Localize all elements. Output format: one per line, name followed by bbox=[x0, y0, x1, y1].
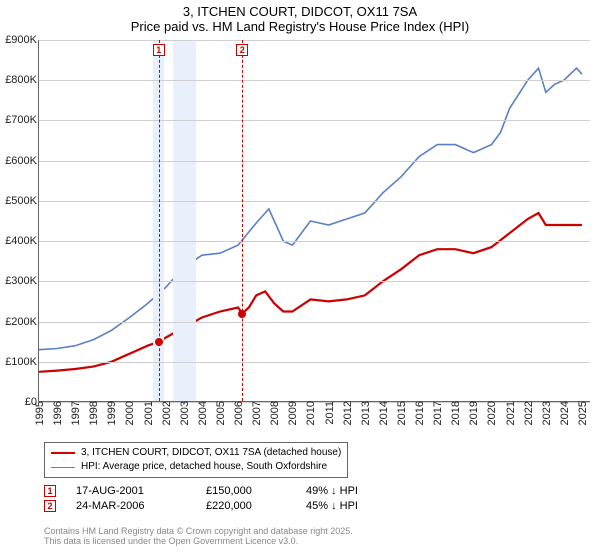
legend-box: 3, ITCHEN COURT, DIDCOT, OX11 7SA (detac… bbox=[44, 442, 348, 478]
chart-lines bbox=[39, 40, 591, 402]
y-tick-label: £200K bbox=[5, 316, 39, 328]
x-tick-label: 1995 bbox=[32, 401, 46, 425]
sale-vline bbox=[242, 40, 243, 401]
y-gridline bbox=[39, 161, 590, 162]
x-tick-label: 1997 bbox=[68, 401, 82, 425]
shaded-band bbox=[173, 40, 197, 401]
x-tick-label: 2025 bbox=[575, 401, 589, 425]
sale-row: 1 17-AUG-2001 £150,000 49% ↓ HPI bbox=[44, 485, 358, 497]
y-gridline bbox=[39, 281, 590, 282]
y-gridline bbox=[39, 80, 590, 81]
x-tick-label: 2022 bbox=[521, 401, 535, 425]
x-tick-label: 2017 bbox=[430, 401, 444, 425]
sale-row-price: £220,000 bbox=[206, 500, 286, 512]
x-tick-label: 2005 bbox=[213, 401, 227, 425]
sale-row-delta: 45% ↓ HPI bbox=[306, 500, 358, 512]
license-line1: Contains HM Land Registry data © Crown c… bbox=[44, 526, 353, 536]
y-tick-label: £400K bbox=[5, 235, 39, 247]
sale-row-delta: 49% ↓ HPI bbox=[306, 485, 358, 497]
x-tick-label: 2012 bbox=[340, 401, 354, 425]
sale-row-price: £150,000 bbox=[206, 485, 286, 497]
legend-item: 3, ITCHEN COURT, DIDCOT, OX11 7SA (detac… bbox=[51, 446, 341, 460]
x-tick-label: 2015 bbox=[394, 401, 408, 425]
x-tick-label: 2003 bbox=[177, 401, 191, 425]
x-tick-label: 2002 bbox=[159, 401, 173, 425]
x-tick-label: 2006 bbox=[231, 401, 245, 425]
x-tick-label: 2013 bbox=[358, 401, 372, 425]
x-tick-label: 2014 bbox=[376, 401, 390, 425]
x-tick-label: 2016 bbox=[412, 401, 426, 425]
series-hpi bbox=[39, 68, 582, 350]
x-tick-label: 2004 bbox=[195, 401, 209, 425]
x-tick-label: 2019 bbox=[466, 401, 480, 425]
sale-row-date: 17-AUG-2001 bbox=[76, 485, 186, 497]
series-price_paid bbox=[39, 213, 582, 372]
y-tick-label: £500K bbox=[5, 195, 39, 207]
title-line2: Price paid vs. HM Land Registry's House … bbox=[0, 19, 600, 34]
sale-row-index: 2 bbox=[44, 500, 56, 512]
legend-swatch bbox=[51, 467, 75, 468]
x-tick-label: 1999 bbox=[104, 401, 118, 425]
x-tick-label: 2020 bbox=[484, 401, 498, 425]
legend-swatch bbox=[51, 452, 75, 454]
sale-row-index: 1 bbox=[44, 485, 56, 497]
title-line1: 3, ITCHEN COURT, DIDCOT, OX11 7SA bbox=[0, 4, 600, 19]
sales-table: 1 17-AUG-2001 £150,000 49% ↓ HPI 2 24-MAR-200… bbox=[44, 485, 358, 515]
x-tick-label: 2021 bbox=[503, 401, 517, 425]
y-tick-label: £800K bbox=[5, 74, 39, 86]
y-gridline bbox=[39, 201, 590, 202]
license-text: Contains HM Land Registry data © Crown c… bbox=[44, 526, 353, 546]
license-line2: This data is licensed under the Open Gov… bbox=[44, 536, 353, 546]
sale-row-date: 24-MAR-2006 bbox=[76, 500, 186, 512]
y-gridline bbox=[39, 241, 590, 242]
x-tick-label: 2011 bbox=[322, 401, 336, 425]
legend-item: HPI: Average price, detached house, Sout… bbox=[51, 460, 341, 474]
sale-row: 2 24-MAR-2006 £220,000 45% ↓ HPI bbox=[44, 500, 358, 512]
x-tick-label: 2010 bbox=[303, 401, 317, 425]
y-tick-label: £600K bbox=[5, 155, 39, 167]
x-tick-label: 2024 bbox=[557, 401, 571, 425]
legend-label: HPI: Average price, detached house, Sout… bbox=[81, 460, 327, 474]
y-tick-label: £300K bbox=[5, 275, 39, 287]
x-tick-label: 2000 bbox=[122, 401, 136, 425]
chart-titles: 3, ITCHEN COURT, DIDCOT, OX11 7SA Price … bbox=[0, 0, 600, 34]
y-tick-label: £100K bbox=[5, 356, 39, 368]
x-tick-label: 2009 bbox=[285, 401, 299, 425]
x-tick-label: 2001 bbox=[141, 401, 155, 425]
y-gridline bbox=[39, 362, 590, 363]
sale-marker: 1 bbox=[153, 44, 165, 56]
sale-dot bbox=[155, 338, 163, 346]
sale-vline bbox=[159, 40, 160, 401]
x-tick-label: 2008 bbox=[267, 401, 281, 425]
x-tick-label: 2007 bbox=[249, 401, 263, 425]
x-tick-label: 2018 bbox=[448, 401, 462, 425]
sale-dot bbox=[238, 310, 246, 318]
y-tick-label: £700K bbox=[5, 114, 39, 126]
x-tick-label: 2023 bbox=[539, 401, 553, 425]
y-gridline bbox=[39, 120, 590, 121]
x-tick-label: 1998 bbox=[86, 401, 100, 425]
plot-area: £0£100K£200K£300K£400K£500K£600K£700K£80… bbox=[38, 40, 590, 402]
y-gridline bbox=[39, 40, 590, 41]
x-tick-label: 1996 bbox=[50, 401, 64, 425]
legend-label: 3, ITCHEN COURT, DIDCOT, OX11 7SA (detac… bbox=[81, 446, 341, 460]
y-gridline bbox=[39, 322, 590, 323]
y-tick-label: £900K bbox=[5, 34, 39, 46]
sale-marker: 2 bbox=[236, 44, 248, 56]
